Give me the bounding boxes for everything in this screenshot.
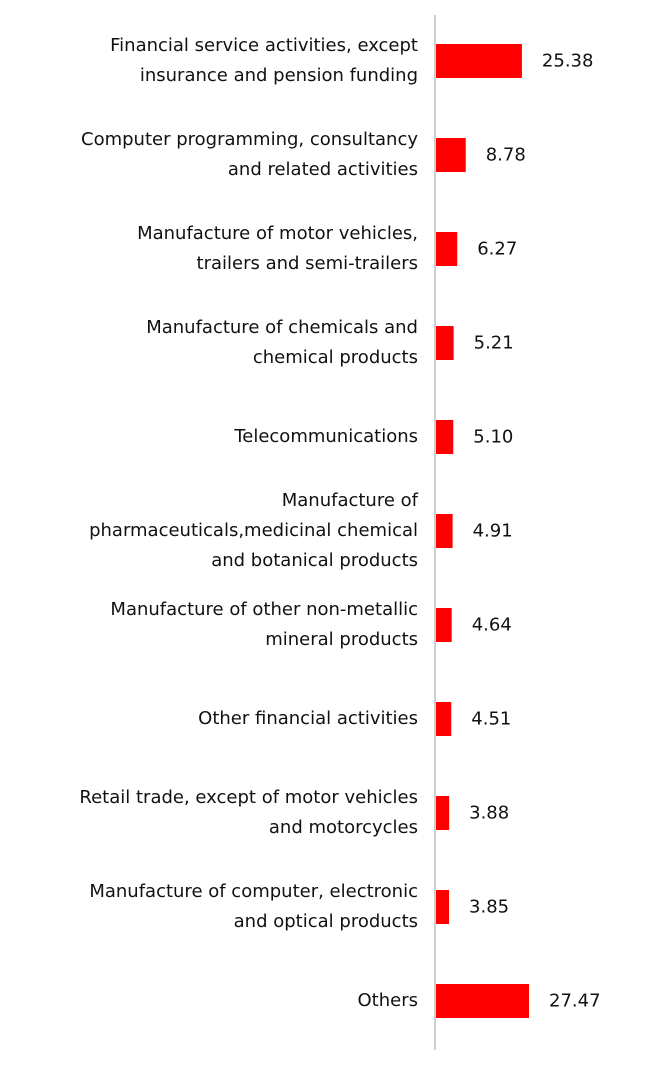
category-label: Manufacture of computer, electronic and … (89, 881, 418, 932)
bar (436, 514, 453, 548)
category-label: Telecommunications (234, 426, 418, 447)
bar (436, 890, 450, 924)
value-label: 6.27 (477, 238, 518, 260)
value-label: 27.47 (549, 990, 601, 1012)
bar (436, 232, 458, 266)
category-label: Manufacture of other non-metallic minera… (110, 599, 418, 650)
bar (436, 138, 466, 172)
value-label: 25.38 (541, 50, 594, 72)
category-label: Manufacture of pharmaceuticals,medicinal… (89, 490, 418, 571)
value-label: 4.91 (472, 520, 513, 542)
bar (436, 420, 454, 454)
value-label: 3.88 (469, 802, 510, 824)
value-label: 8.78 (485, 144, 526, 166)
category-label: Others (357, 990, 419, 1011)
bar (436, 702, 452, 736)
category-label: Retail trade, except of motor vehicles a… (79, 787, 418, 838)
category-label: Other financial activities (198, 708, 418, 729)
value-label: 5.21 (473, 332, 514, 354)
bar (436, 984, 529, 1018)
category-label: Financial service activities, except ins… (110, 35, 418, 86)
value-label: 4.64 (471, 614, 512, 636)
bar (436, 796, 450, 830)
category-label: Computer programming, consultancy and re… (81, 129, 418, 180)
value-label: 3.85 (469, 896, 510, 918)
bar (436, 326, 454, 360)
category-label: Manufacture of chemicals and chemical pr… (146, 317, 418, 368)
value-label: 5.10 (473, 426, 514, 448)
bar (436, 608, 452, 642)
bar (436, 44, 522, 78)
value-label: 4.51 (471, 708, 512, 730)
category-label: Manufacture of motor vehicles, trailers … (137, 223, 418, 274)
